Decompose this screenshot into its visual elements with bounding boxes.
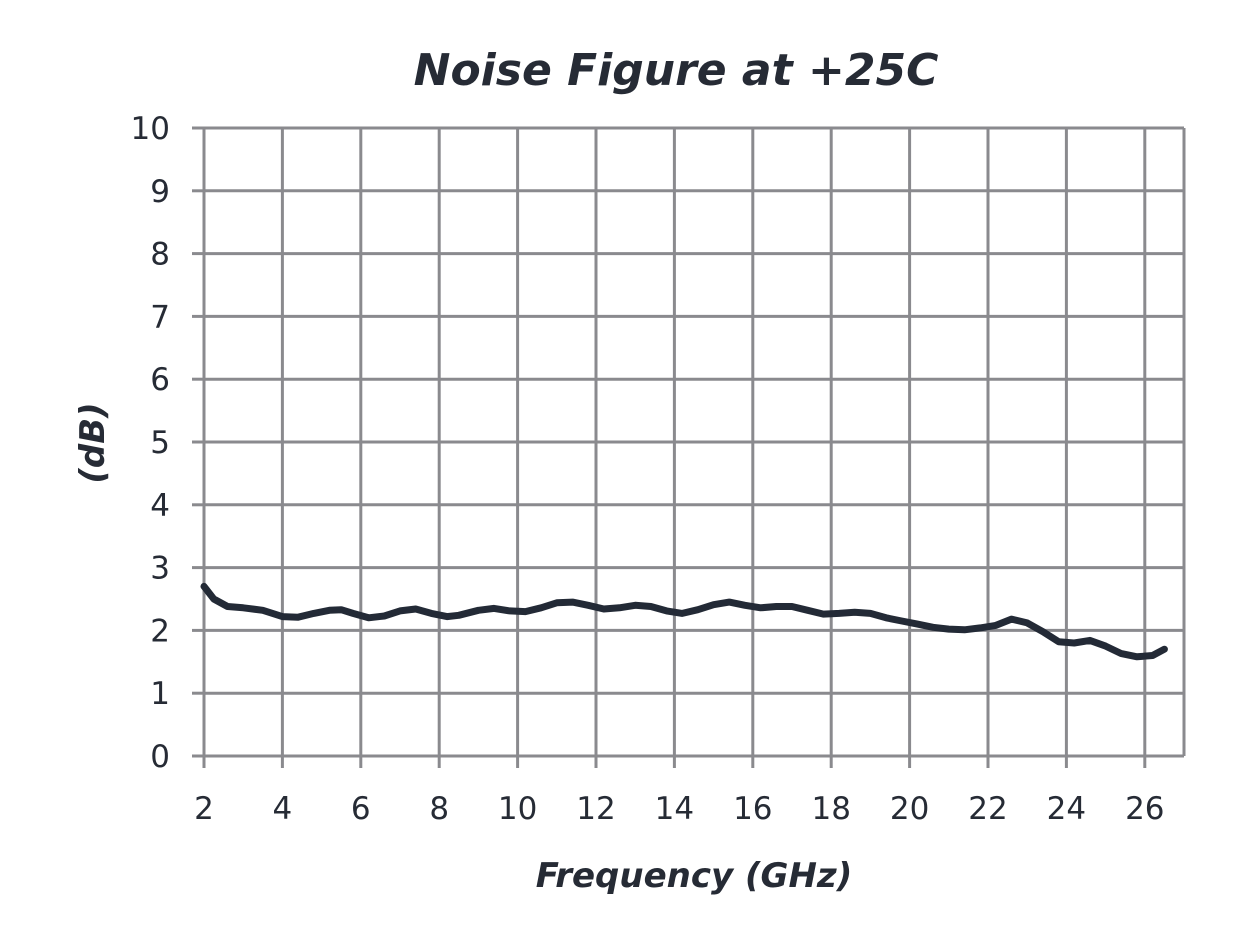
x-tick-label: 4 (273, 791, 293, 827)
y-tick-label: 3 (150, 551, 170, 587)
x-tick-label: 10 (498, 791, 537, 827)
x-tick-label: 26 (1125, 791, 1164, 827)
series-line-noise-figure (200, 582, 1168, 661)
x-tick-label: 20 (890, 791, 929, 827)
y-tick-label: 1 (150, 676, 170, 712)
x-tick-label: 24 (1047, 791, 1086, 827)
y-tick-label: 2 (150, 613, 170, 649)
x-tick-label: 2 (194, 791, 214, 827)
y-tick-label: 10 (131, 111, 170, 147)
x-tick-label: 6 (351, 791, 371, 827)
x-tick-label: 16 (733, 791, 772, 827)
y-axis-title: (dB) (73, 402, 113, 483)
y-tick-label: 4 (150, 488, 170, 524)
y-tick-label: 9 (150, 174, 170, 210)
x-axis-title: Frequency (GHz) (536, 856, 853, 896)
x-tick-label: 14 (655, 791, 694, 827)
x-axis-ticks: 2 4 6 8 10 12 14 16 18 20 22 24 26 (194, 791, 1164, 827)
y-tick-label: 0 (150, 739, 170, 775)
y-tick-label: 7 (150, 299, 170, 335)
y-tick-label: 5 (150, 425, 170, 461)
y-axis-ticks: 0 1 2 3 4 5 6 7 8 9 10 (131, 111, 170, 775)
grid (192, 126, 1186, 768)
x-tick-label: 18 (811, 791, 850, 827)
chart-title: Noise Figure at +25C (414, 45, 939, 96)
x-tick-label: 12 (576, 791, 615, 827)
x-tick-label: 22 (968, 791, 1007, 827)
y-tick-label: 6 (150, 362, 170, 398)
y-tick-label: 8 (150, 237, 170, 273)
x-tick-label: 8 (429, 791, 449, 827)
